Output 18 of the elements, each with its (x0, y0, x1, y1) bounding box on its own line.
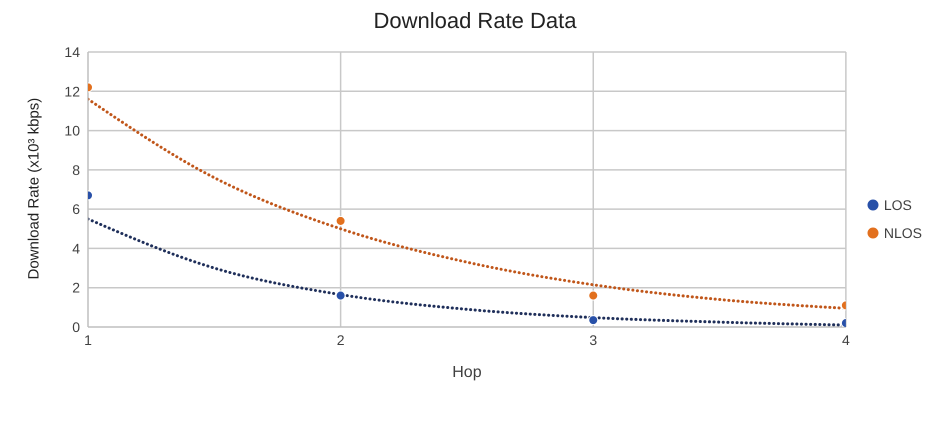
x-tick-label: 3 (589, 332, 598, 348)
y-tick-label: 10 (64, 122, 80, 139)
legend-label: NLOS (884, 224, 922, 240)
x-tick-label: 1 (84, 332, 92, 348)
y-tick-label: 6 (72, 201, 80, 218)
x-tick-label: 4 (842, 332, 850, 348)
y-tick-label: 12 (64, 83, 80, 100)
y-axis-title: Download Rate (x10³ kbps) (25, 98, 42, 280)
line-series (88, 98, 846, 310)
y-tick-label: 8 (72, 162, 80, 178)
y-tick-label: 4 (72, 240, 80, 256)
chart-title: Download Rate Data (372, 8, 578, 35)
legend-label: LOS (884, 196, 912, 212)
y-tick-label: 0 (72, 318, 80, 335)
x-axis-title: Hop (452, 364, 482, 381)
x-tick-label: 2 (336, 332, 345, 348)
y-tick-label: 14 (64, 44, 80, 60)
y-tick-label: 2 (72, 280, 80, 296)
